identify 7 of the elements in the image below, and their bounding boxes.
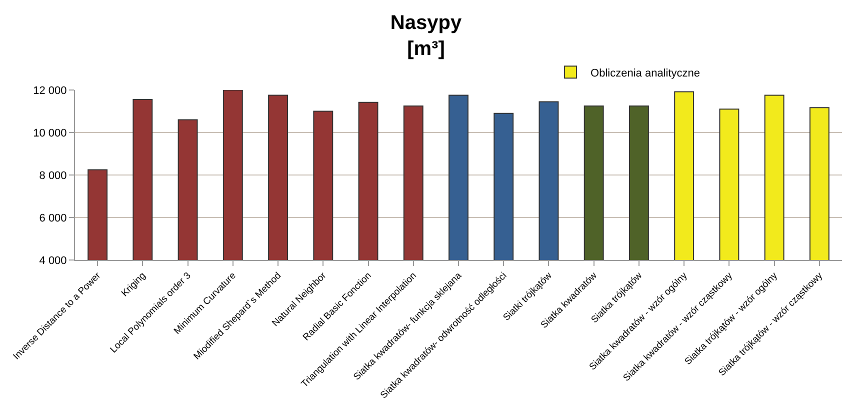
y-tick-label: 8 000 bbox=[39, 170, 67, 182]
y-tick-label: 4 000 bbox=[39, 254, 67, 267]
y-tick-label: 12 000 bbox=[33, 84, 67, 97]
chart-title: Nasypy [m³] bbox=[390, 12, 462, 60]
legend-label: Obliczenia analityczne bbox=[590, 67, 700, 80]
y-tick-label: 10 000 bbox=[33, 127, 67, 140]
y-tick-label: 6 000 bbox=[39, 212, 67, 224]
